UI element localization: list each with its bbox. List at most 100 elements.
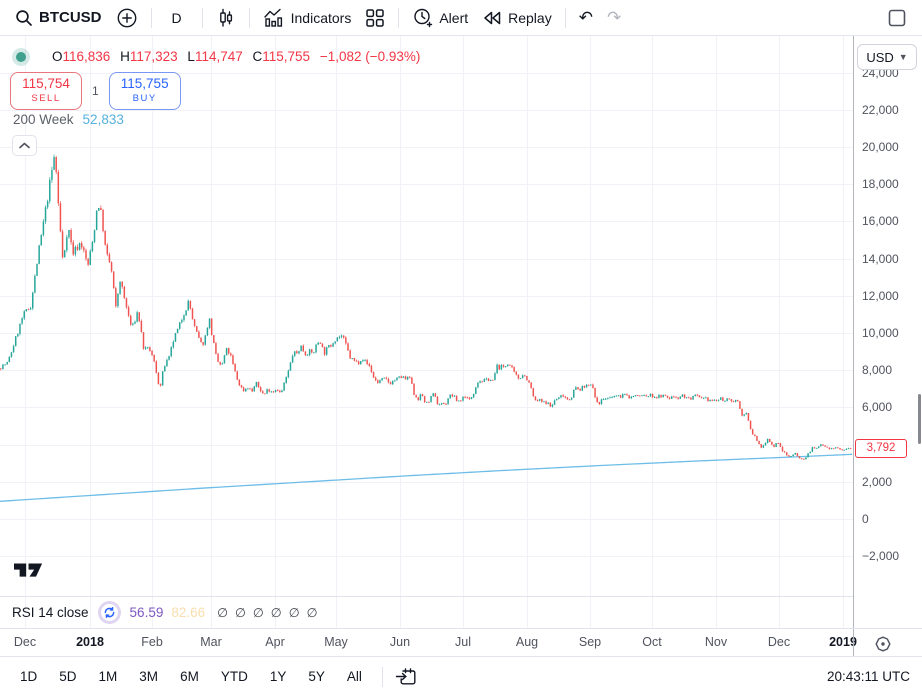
range-button-5d[interactable]: 5D [59,669,77,684]
alert-clock-plus-icon [412,7,433,28]
pane-separator[interactable] [0,596,853,597]
go-to-date-icon [395,667,416,684]
time-tick-label: Jul [455,635,471,649]
undo-button[interactable]: ↶ [572,5,600,30]
toolbar-divider [201,7,203,28]
undo-icon: ↶ [578,8,593,27]
time-tick-label: Dec [767,635,791,649]
toolbar-divider [150,7,152,28]
tradingview-logo[interactable] [14,561,44,584]
time-tick-label: Jun [389,635,411,649]
time-tick-label: Sep [578,635,602,649]
indicators-button[interactable]: Indicators [256,4,359,32]
buy-button[interactable]: 115,755 BUY [108,72,181,110]
change-value: −1,082 (−0.93%) [319,49,421,64]
market-status-dot-icon [16,51,26,62]
time-tick-label: Oct [642,635,662,649]
toolbar-divider [248,7,250,28]
go-to-date-button[interactable] [389,664,423,690]
price-tick-label: 10,000 [862,326,899,340]
redo-icon: ↷ [606,8,622,27]
square-layout-icon [887,8,907,28]
buy-label: BUY [132,92,157,104]
sell-price: 115,754 [22,76,70,91]
range-button-1d[interactable]: 1D [20,669,38,684]
currency-label: USD [866,49,894,65]
legend-collapse-button[interactable] [12,135,37,156]
alert-label: Alert [439,9,469,26]
rsi-label: RSI 14 close [12,604,89,620]
close-value: 115,755 [262,49,311,64]
ma-legend[interactable]: 200 Week 52,833 [13,112,124,127]
alert-button[interactable]: Alert [405,3,475,32]
indicators-label: Indicators [290,9,352,26]
range-button-3m[interactable]: 3M [139,669,159,684]
chart-pane: O116,836 H117,323 L114,747 C115,755 −1,0… [0,36,922,628]
time-tick-label: Feb [141,635,163,649]
time-tick-label: 2019 [829,635,857,649]
range-button-all[interactable]: All [346,669,362,684]
high-value: 117,323 [129,49,178,64]
price-tick-label: 0 [862,512,869,526]
low-label: L [187,49,195,64]
replay-rewind-icon [482,9,502,27]
symbol-search-button[interactable]: BTCUSD [8,5,109,31]
time-axis[interactable]: Dec 2018 Feb Mar Apr May Jun Jul Aug Sep Oct Nov Dec… [0,628,922,657]
open-value: 116,836 [62,49,111,64]
range-button-1m[interactable]: 1M [98,669,118,684]
symbol-legend[interactable]: O116,836 H117,323 L114,747 C115,755 −1,0… [12,49,420,64]
range-button-5y[interactable]: 5Y [308,669,325,684]
range-button-6m[interactable]: 6M [180,669,199,684]
redo-button[interactable]: ↷ [600,5,628,30]
clock-utc[interactable]: 20:43:11 UTC [826,669,910,684]
price-chart-canvas[interactable] [0,36,853,628]
layout-manage-button[interactable] [880,4,914,32]
time-tick-label: Nov [704,635,728,649]
footer-divider [381,666,383,687]
rsi-empty-values: ∅∅∅∅∅∅ [217,605,325,620]
ma-label: 200 Week [13,112,74,127]
indicators-icon [263,8,285,28]
price-tick-label: 18,000 [862,177,899,192]
plus-circle-icon [116,7,138,29]
candlestick-icon [216,8,236,28]
interval-button[interactable]: D [158,6,196,30]
time-tick-label: Aug [515,635,539,649]
low-value: 114,747 [194,49,243,64]
close-label: C [252,49,263,64]
price-tick-label: 20,000 [862,140,899,154]
compare-add-button[interactable] [109,3,145,33]
interval-label: D [171,9,182,26]
grid-icon [365,8,385,28]
scrollbar-thumb[interactable] [918,394,921,444]
chart-style-button[interactable] [209,4,243,32]
rsi-value: 56.59 [129,604,164,620]
rsi-sync-icon [100,603,118,621]
gear-icon [875,636,891,652]
price-tick-label: 14,000 [862,251,899,266]
range-button-ytd[interactable]: YTD [220,669,248,684]
time-axis-settings-button[interactable] [872,633,894,655]
rsi-legend[interactable]: RSI 14 close 56.59 82.66 ∅∅∅∅∅∅ [12,598,324,626]
price-tick-label: −2,000 [862,549,900,564]
price-axis[interactable]: USD ▼ 24,000 22,000 20,000 18,000 16,000 14,0… [853,36,922,628]
toolbar-divider [564,7,566,28]
price-tick-label: 6,000 [862,400,893,415]
currency-dropdown[interactable]: USD ▼ [857,44,917,70]
replay-label: Replay [508,9,552,26]
toolbar-divider [398,7,400,28]
time-tick-label: 2018 [76,635,104,649]
range-button-1y[interactable]: 1Y [269,669,287,684]
time-tick-label: Dec [13,635,37,649]
chevron-down-icon: ▼ [898,52,908,62]
time-tick-label: May [324,635,348,649]
open-label: O [52,49,63,64]
replay-button[interactable]: Replay [475,5,559,31]
price-tick-label: 22,000 [862,102,899,117]
layout-templates-button[interactable] [358,4,392,32]
sell-label: SELL [31,92,61,104]
price-tick-label: 8,000 [862,363,893,378]
sell-button[interactable]: 115,754 SELL [10,72,82,110]
price-tick-label: 12,000 [862,288,899,303]
